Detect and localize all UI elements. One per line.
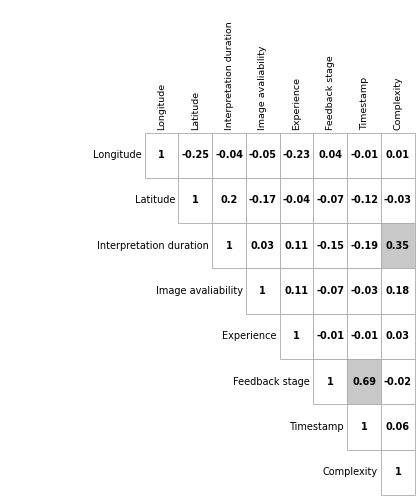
Bar <box>347 132 381 178</box>
Bar <box>246 178 279 223</box>
Text: -0.04: -0.04 <box>215 150 243 160</box>
Bar <box>279 132 313 178</box>
Text: Feedback stage: Feedback stage <box>326 55 335 130</box>
Text: 0.06: 0.06 <box>386 422 410 432</box>
Bar <box>279 223 313 268</box>
Bar <box>212 223 246 268</box>
Text: Timestamp: Timestamp <box>289 422 344 432</box>
Bar <box>178 132 212 178</box>
Bar <box>313 132 347 178</box>
Bar <box>145 132 178 178</box>
Bar <box>212 178 246 223</box>
Bar <box>313 268 347 314</box>
Bar <box>313 223 347 268</box>
Text: -0.03: -0.03 <box>350 286 378 296</box>
Text: 1: 1 <box>259 286 266 296</box>
Text: -0.05: -0.05 <box>249 150 277 160</box>
Text: 0.03: 0.03 <box>251 241 275 251</box>
Text: Interpretation duration: Interpretation duration <box>225 21 233 130</box>
Bar <box>279 178 313 223</box>
Text: 0.11: 0.11 <box>285 241 308 251</box>
Bar <box>381 450 415 495</box>
Text: 0.01: 0.01 <box>386 150 410 160</box>
Bar <box>178 178 212 223</box>
Bar <box>381 178 415 223</box>
Text: -0.01: -0.01 <box>350 150 378 160</box>
Bar <box>347 268 381 314</box>
Text: -0.01: -0.01 <box>316 332 344 342</box>
Bar <box>279 268 313 314</box>
Bar <box>212 132 246 178</box>
Bar <box>347 404 381 450</box>
Text: Timestamp: Timestamp <box>360 77 369 130</box>
Text: 0.11: 0.11 <box>285 286 308 296</box>
Text: Latitude: Latitude <box>191 91 200 130</box>
Text: -0.07: -0.07 <box>316 196 344 205</box>
Text: Interpretation duration: Interpretation duration <box>97 241 209 251</box>
Text: 0.2: 0.2 <box>220 196 238 205</box>
Text: -0.03: -0.03 <box>384 196 412 205</box>
Text: Image avaliability: Image avaliability <box>258 46 267 130</box>
Text: 1: 1 <box>158 150 165 160</box>
Text: -0.17: -0.17 <box>249 196 277 205</box>
Bar <box>246 223 279 268</box>
Text: -0.23: -0.23 <box>282 150 310 160</box>
Text: Latitude: Latitude <box>134 196 175 205</box>
Text: 0.18: 0.18 <box>386 286 410 296</box>
Bar <box>347 178 381 223</box>
Bar <box>313 359 347 405</box>
Bar <box>381 404 415 450</box>
Text: 1: 1 <box>327 376 334 386</box>
Text: Longitude: Longitude <box>93 150 141 160</box>
Text: -0.01: -0.01 <box>350 332 378 342</box>
Text: 0.04: 0.04 <box>318 150 342 160</box>
Text: 0.03: 0.03 <box>386 332 410 342</box>
Text: -0.19: -0.19 <box>350 241 378 251</box>
Bar <box>347 314 381 359</box>
Text: -0.02: -0.02 <box>384 376 412 386</box>
Bar <box>313 178 347 223</box>
Bar <box>381 359 415 405</box>
Bar <box>246 132 279 178</box>
Bar <box>381 223 415 268</box>
Text: -0.07: -0.07 <box>316 286 344 296</box>
Bar <box>279 314 313 359</box>
Text: Complexity: Complexity <box>393 76 402 130</box>
Text: Complexity: Complexity <box>323 468 378 477</box>
Bar <box>347 223 381 268</box>
Text: 1: 1 <box>192 196 199 205</box>
Bar <box>381 132 415 178</box>
Bar <box>381 268 415 314</box>
Text: -0.12: -0.12 <box>350 196 378 205</box>
Text: Longitude: Longitude <box>157 83 166 130</box>
Bar <box>246 268 279 314</box>
Text: 0.35: 0.35 <box>386 241 410 251</box>
Text: 0.69: 0.69 <box>352 376 376 386</box>
Bar <box>313 314 347 359</box>
Text: 1: 1 <box>395 468 401 477</box>
Text: Experience: Experience <box>292 77 301 130</box>
Text: Experience: Experience <box>222 332 277 342</box>
Text: Feedback stage: Feedback stage <box>233 376 310 386</box>
Text: Image avaliability: Image avaliability <box>155 286 243 296</box>
Text: -0.04: -0.04 <box>282 196 310 205</box>
Text: 1: 1 <box>226 241 233 251</box>
Text: 1: 1 <box>361 422 367 432</box>
Text: 1: 1 <box>293 332 300 342</box>
Text: -0.25: -0.25 <box>181 150 209 160</box>
Text: -0.15: -0.15 <box>316 241 344 251</box>
Bar <box>347 359 381 405</box>
Bar <box>381 314 415 359</box>
